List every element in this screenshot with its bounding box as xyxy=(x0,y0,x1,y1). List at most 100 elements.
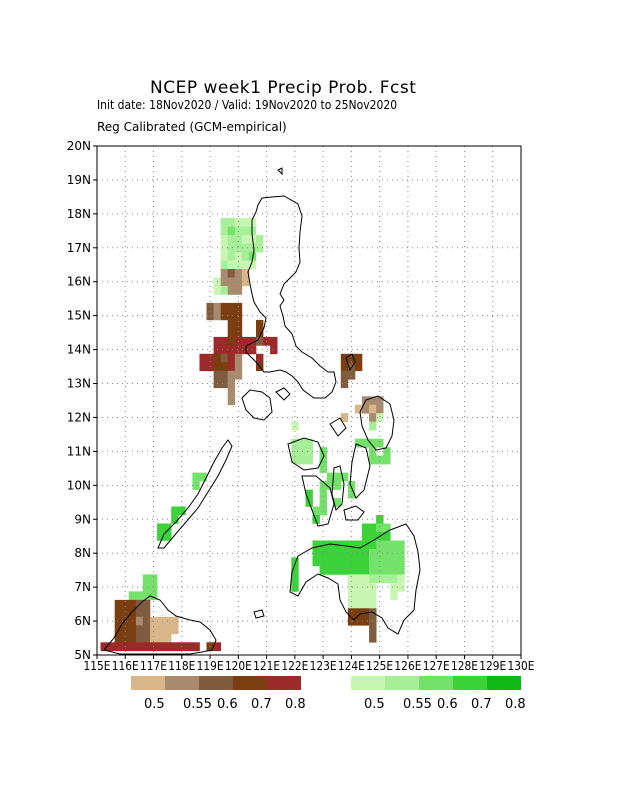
prob-cell xyxy=(256,328,264,338)
prob-cell xyxy=(397,557,405,567)
lat-tick-label: 8N xyxy=(74,546,91,560)
prob-cell xyxy=(340,353,349,363)
lat-tick-label: 13N xyxy=(67,377,91,391)
prob-cell xyxy=(333,498,342,507)
prob-cell xyxy=(376,413,384,422)
prob-cell xyxy=(354,608,363,618)
lat-tick-label: 15N xyxy=(67,309,91,323)
lat-tick-label: 18N xyxy=(67,207,91,221)
lon-tick-label: 117E xyxy=(140,659,167,673)
prob-cell xyxy=(248,260,257,270)
prob-cell xyxy=(150,625,158,635)
init-valid-date: Init date: 18Nov2020 / Valid: 19Nov2020 … xyxy=(97,98,398,112)
prob-cell xyxy=(383,455,391,465)
prob-cell xyxy=(227,243,236,253)
lat-tick-label: 12N xyxy=(67,410,91,424)
prob-cell xyxy=(340,565,349,575)
prob-cell xyxy=(220,235,229,244)
prob-cell xyxy=(362,599,370,609)
prob-cell xyxy=(227,370,236,380)
prob-cell xyxy=(220,362,229,372)
prob-cell xyxy=(256,235,264,244)
prob-cell xyxy=(319,565,327,575)
prob-cell xyxy=(333,557,342,567)
prob-cell xyxy=(213,353,221,363)
prob-cell xyxy=(354,574,363,584)
prob-cell xyxy=(347,565,356,575)
legend-label: 0.5 xyxy=(144,697,165,712)
prob-cell xyxy=(383,523,391,533)
prob-cell xyxy=(234,302,243,312)
prob-cell xyxy=(369,625,377,635)
prob-cell xyxy=(114,608,123,618)
prob-cell xyxy=(362,532,370,541)
probability-cells xyxy=(100,218,405,652)
prob-cell xyxy=(213,336,221,346)
prob-cell xyxy=(369,421,377,431)
prob-cell xyxy=(114,633,123,643)
legend-label: 0.5 xyxy=(364,697,385,712)
coastline-batanes xyxy=(277,167,283,176)
prob-cell xyxy=(227,336,236,346)
prob-cell xyxy=(326,472,335,482)
lat-tick-label: 5N xyxy=(74,648,91,662)
coastline-masbate xyxy=(329,417,347,437)
prob-cell xyxy=(185,642,193,652)
prob-cell xyxy=(312,515,320,524)
prob-cell xyxy=(362,616,370,626)
prob-cell xyxy=(227,362,236,372)
prob-cell xyxy=(142,625,151,635)
prob-cell xyxy=(362,523,370,533)
lat-tick-label: 16N xyxy=(67,275,91,289)
prob-cell xyxy=(369,565,377,575)
prob-cell xyxy=(241,252,250,261)
prob-cell xyxy=(121,633,130,643)
prob-cell xyxy=(206,311,214,321)
prob-cell xyxy=(220,370,229,380)
legend-swatch xyxy=(165,676,199,690)
prob-cell xyxy=(376,565,384,575)
prob-cell xyxy=(347,549,356,558)
lon-tick-label: 116E xyxy=(112,659,139,673)
prob-cell xyxy=(128,633,137,643)
prob-cell xyxy=(114,616,123,626)
coastline-marinduque xyxy=(275,387,291,401)
prob-cell xyxy=(376,574,384,584)
lon-tick-label: 130E xyxy=(508,659,535,673)
prob-cell xyxy=(241,277,250,287)
prob-cell xyxy=(291,455,299,465)
legend-swatch xyxy=(487,676,521,690)
prob-cell xyxy=(107,642,115,652)
prob-cell xyxy=(100,642,108,652)
prob-cell xyxy=(241,243,250,253)
prob-cell xyxy=(128,625,137,635)
lon-tick-label: 126E xyxy=(394,659,421,673)
prob-cell xyxy=(234,260,243,270)
prob-cell xyxy=(326,549,335,558)
prob-cell xyxy=(347,574,356,584)
coastline-mindoro xyxy=(241,389,273,421)
prob-cell xyxy=(241,269,250,278)
prob-cell xyxy=(383,565,391,575)
prob-cell xyxy=(291,582,299,592)
prob-cell xyxy=(213,302,221,312)
prob-cell xyxy=(369,557,377,567)
prob-cell xyxy=(150,591,158,601)
prob-cell xyxy=(213,370,221,380)
prob-cell xyxy=(305,455,313,465)
legend-wet: 0.5 0.55 0.6 0.7 0.8 xyxy=(351,676,526,712)
legend-swatch xyxy=(419,676,453,690)
prob-cell xyxy=(227,277,236,287)
prob-cell xyxy=(354,438,363,448)
prob-cell xyxy=(220,379,229,389)
legend-swatch xyxy=(199,676,233,690)
prob-cell xyxy=(241,226,250,236)
prob-cell xyxy=(150,633,158,643)
prob-cell xyxy=(256,243,264,253)
prob-cell xyxy=(347,591,356,601)
prob-cell xyxy=(291,565,299,575)
prob-cell xyxy=(234,235,243,244)
prob-cell xyxy=(312,557,320,567)
prob-cell xyxy=(376,438,384,448)
lon-tick-label: 128E xyxy=(451,659,478,673)
